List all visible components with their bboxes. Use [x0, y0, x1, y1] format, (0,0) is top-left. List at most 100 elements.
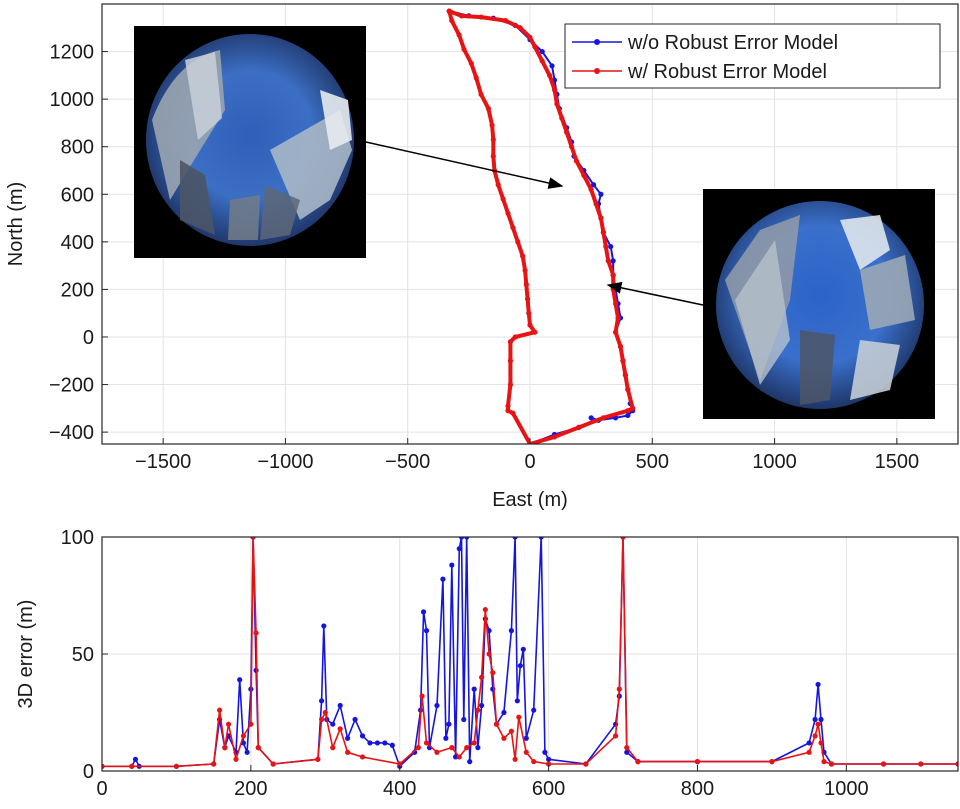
error-point-without-robust [538, 537, 544, 540]
trajectory-y-tick-label: 400 [61, 232, 94, 254]
error-point-with-robust [240, 733, 247, 739]
error-point-with-robust [250, 537, 256, 540]
error-point-without-robust [806, 740, 812, 746]
error-point-with-robust [225, 721, 232, 727]
trajectory-point-with-robust [505, 408, 511, 414]
trajectory-series-group [446, 8, 636, 444]
error-point-with-robust [471, 740, 477, 746]
legend: w/o Robust Error Model w/ Robust Error M… [564, 23, 941, 89]
error-point-with-robust [419, 693, 425, 699]
error-point-with-robust [694, 759, 701, 765]
error-point-without-robust [359, 733, 366, 739]
fisheye-image-left [134, 26, 366, 258]
error-point-without-robust [458, 537, 465, 540]
error-x-tick-label: 200 [234, 778, 267, 800]
error-point-with-robust [815, 721, 821, 727]
error-point-without-robust [321, 623, 327, 629]
error-point-without-robust [434, 702, 440, 709]
trajectory-ticks: −1500 −1000 −500 0 500 1000 1500 −400 −200 0 200 40… [49, 42, 919, 473]
trajectory-point-with-robust [512, 334, 518, 340]
error-point-without-robust [512, 537, 518, 540]
trajectory-point-with-robust [622, 372, 628, 378]
trajectory-point-with-robust [625, 386, 631, 392]
trajectory-y-tick-label: 1000 [50, 89, 95, 111]
trajectory-x-tick-label: 1000 [752, 451, 797, 473]
error-point-without-robust [244, 749, 250, 755]
error-x-tick-label: 400 [383, 778, 416, 800]
trajectory-point-with-robust [605, 258, 611, 264]
error-point-with-robust [918, 761, 924, 767]
error-point-with-robust [233, 756, 239, 762]
trajectory-line-without-robust [449, 10, 634, 444]
trajectory-point-with-robust [610, 286, 616, 293]
trajectory-point-with-robust [505, 403, 511, 409]
error-point-without-robust [330, 721, 336, 727]
trajectory-y-tick-label: 0 [83, 327, 94, 349]
error-point-with-robust [828, 761, 835, 767]
error-point-without-robust [531, 707, 537, 713]
trajectory-point-with-robust [554, 101, 560, 107]
trajectory-point-with-robust [576, 424, 582, 430]
error-y-tick-label: 0 [83, 761, 94, 783]
error-point-without-robust [420, 609, 427, 615]
trajectory-x-tick-label: 1500 [875, 451, 920, 473]
trajectory-point-with-robust [532, 44, 538, 50]
error-point-without-robust [446, 721, 452, 727]
error-point-with-robust [248, 721, 254, 727]
trajectory-point-with-robust [507, 381, 514, 388]
trajectory-x-tick-label: 0 [524, 451, 535, 473]
trajectory-point-with-robust [446, 8, 452, 14]
trajectory-point-with-robust [532, 329, 538, 335]
error-point-without-robust [624, 749, 630, 755]
error-x-tick-label: 1000 [824, 778, 869, 800]
trajectory-x-tick-label: −500 [385, 451, 430, 473]
error-point-with-robust [337, 726, 343, 732]
error-ticks: 0 200 400 600 800 1000 0 50 100 [61, 527, 869, 800]
error-point-with-robust [415, 745, 421, 751]
error-point-without-robust [423, 628, 430, 634]
trajectory-x-tick-label: 500 [636, 451, 669, 473]
error-point-with-robust [955, 761, 958, 767]
error-point-with-robust [806, 749, 812, 755]
trajectory-point-with-robust [458, 13, 465, 19]
error-point-without-robust [237, 677, 243, 683]
trajectory-y-tick-label: 600 [61, 184, 94, 206]
error-point-with-robust [102, 763, 105, 769]
trajectory-point-with-robust [520, 253, 526, 259]
trajectory-point-with-robust [620, 358, 626, 364]
trajectory-point-with-robust [588, 186, 594, 193]
error-point-without-robust [352, 716, 358, 723]
error-point-without-robust [440, 576, 446, 582]
error-series-group [102, 537, 958, 769]
error-point-without-robust [542, 749, 548, 755]
error-point-without-robust [508, 628, 514, 634]
error-point-with-robust [769, 759, 775, 765]
trajectory-point-with-robust [564, 129, 570, 136]
error-point-with-robust [211, 761, 217, 767]
trajectory-point-with-robust [600, 229, 606, 235]
trajectory-point-without-robust [549, 63, 555, 69]
error-point-with-robust [482, 606, 488, 613]
error-point-with-robust [318, 716, 325, 723]
trajectory-point-with-robust [515, 239, 521, 245]
trajectory-y-tick-label: −200 [49, 375, 94, 397]
error-point-with-robust [501, 735, 507, 741]
trajectory-y-tick-label: 1200 [50, 42, 95, 64]
trajectory-point-with-robust [505, 210, 511, 216]
arrow-left-image [365, 141, 564, 189]
error-line-with-robust [102, 537, 958, 768]
legend-marker-red [594, 68, 600, 74]
error-x-tick-label: 800 [681, 778, 714, 800]
trajectory-point-with-robust [489, 122, 495, 128]
error-point-with-robust [222, 745, 228, 751]
error-point-without-robust [132, 756, 139, 762]
fisheye-image-right [703, 189, 935, 419]
trajectory-point-without-robust [608, 243, 614, 250]
trajectory-point-with-robust [468, 60, 474, 67]
error-point-with-robust [173, 763, 180, 769]
error-point-without-robust [464, 537, 470, 540]
error-point-without-robust [345, 735, 351, 741]
trajectory-x-tick-label: −1500 [135, 451, 191, 473]
trajectory-y-tick-label: 200 [61, 279, 94, 301]
